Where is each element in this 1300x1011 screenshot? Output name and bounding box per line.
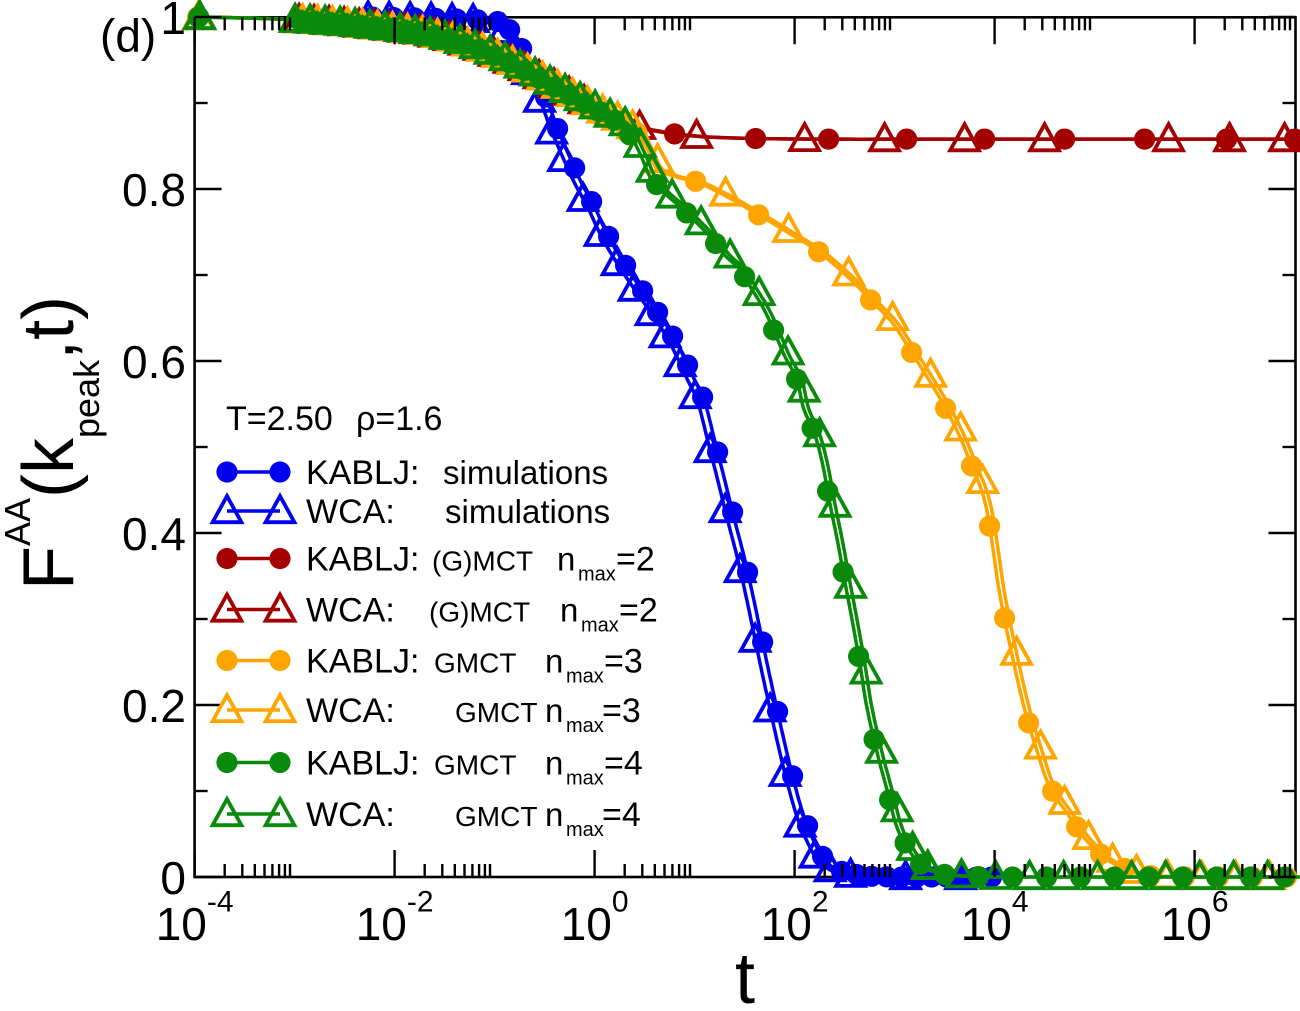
svg-text:0: 0 bbox=[160, 852, 186, 904]
svg-text:max: max bbox=[578, 564, 616, 586]
svg-text:max: max bbox=[566, 666, 604, 688]
svg-text:=4: =4 bbox=[602, 796, 641, 834]
svg-text:(G)MCT: (G)MCT bbox=[432, 546, 533, 577]
svg-text:=3: =3 bbox=[602, 692, 641, 730]
svg-text:simulations: simulations bbox=[443, 454, 608, 491]
svg-text:WCA:: WCA: bbox=[306, 796, 395, 834]
svg-text:GMCT: GMCT bbox=[434, 750, 516, 781]
svg-text:1: 1 bbox=[160, 0, 186, 44]
svg-text:max: max bbox=[566, 819, 604, 841]
svg-text:t: t bbox=[735, 939, 755, 1006]
svg-text:0.8: 0.8 bbox=[122, 164, 186, 216]
svg-text:n: n bbox=[545, 692, 563, 729]
svg-text:max: max bbox=[566, 715, 604, 737]
svg-text:n: n bbox=[545, 745, 563, 782]
svg-text:0.2: 0.2 bbox=[122, 680, 186, 732]
svg-text:WCA:: WCA: bbox=[306, 592, 395, 630]
svg-text:GMCT: GMCT bbox=[455, 801, 537, 832]
svg-text:WCA:: WCA: bbox=[306, 692, 395, 730]
svg-text:=3: =3 bbox=[604, 643, 643, 681]
svg-text:n: n bbox=[545, 796, 563, 833]
svg-text:GMCT: GMCT bbox=[434, 648, 516, 679]
svg-text:KABLJ:: KABLJ: bbox=[306, 745, 419, 783]
svg-text:WCA:: WCA: bbox=[306, 493, 395, 531]
svg-text:n: n bbox=[560, 592, 578, 629]
svg-text:GMCT: GMCT bbox=[455, 697, 537, 728]
svg-text:0.4: 0.4 bbox=[122, 508, 186, 560]
svg-text:=2: =2 bbox=[619, 592, 658, 630]
svg-text:=2: =2 bbox=[616, 541, 655, 579]
svg-text:KABLJ:: KABLJ: bbox=[306, 541, 419, 579]
svg-text:max: max bbox=[566, 768, 604, 790]
svg-text:KABLJ:: KABLJ: bbox=[306, 643, 419, 681]
svg-text:(d): (d) bbox=[100, 10, 156, 62]
svg-text:=4: =4 bbox=[604, 745, 643, 783]
svg-text:ρ=1.6: ρ=1.6 bbox=[356, 400, 442, 438]
svg-text:n: n bbox=[557, 541, 575, 578]
svg-text:n: n bbox=[545, 643, 563, 680]
svg-text:max: max bbox=[581, 615, 619, 637]
svg-text:0.6: 0.6 bbox=[122, 336, 186, 388]
svg-text:simulations: simulations bbox=[445, 493, 610, 530]
svg-text:KABLJ:: KABLJ: bbox=[306, 454, 419, 492]
svg-text:(G)MCT: (G)MCT bbox=[429, 597, 530, 628]
svg-text:T=2.50: T=2.50 bbox=[226, 400, 333, 438]
